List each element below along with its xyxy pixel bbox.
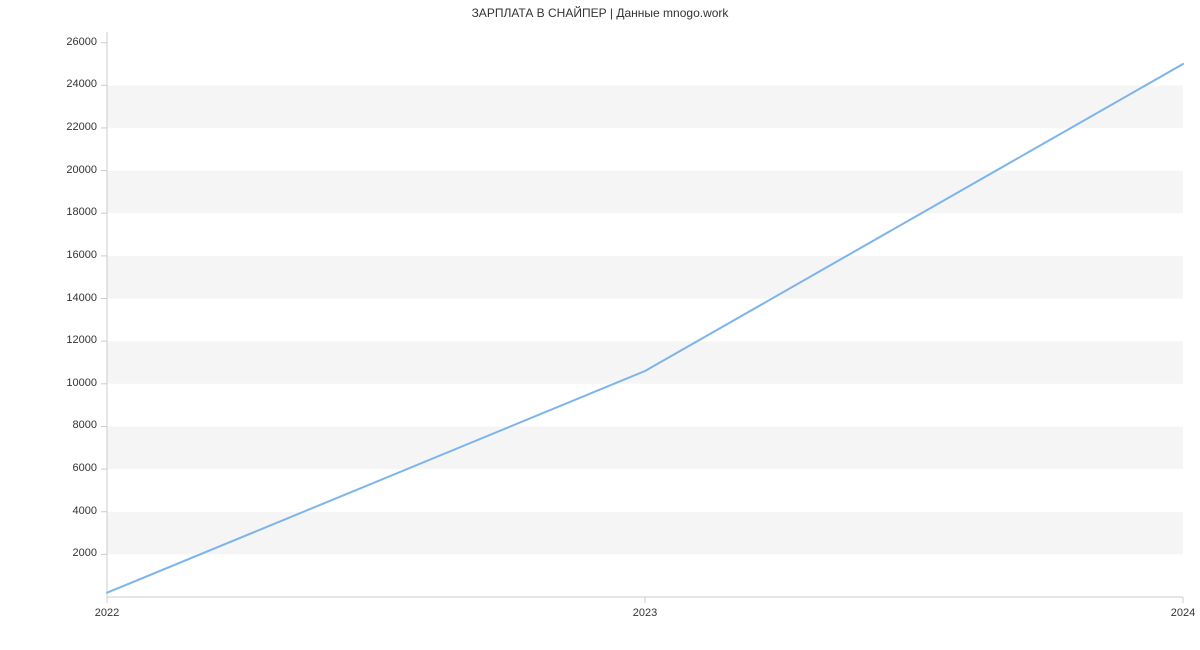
- salary-chart: ЗАРПЛАТА В СНАЙПЕР | Данные mnogo.work 2…: [0, 0, 1200, 650]
- y-tick-label: 16000: [66, 249, 97, 261]
- y-tick-label: 12000: [66, 334, 97, 346]
- y-tick-label: 26000: [66, 36, 97, 48]
- y-tick-label: 4000: [73, 505, 97, 517]
- y-tick-label: 24000: [66, 78, 97, 90]
- y-tick-label: 18000: [66, 206, 97, 218]
- plot-area: [107, 32, 1183, 597]
- x-tick-label: 2022: [95, 607, 119, 619]
- y-tick-label: 2000: [73, 547, 97, 559]
- y-tick-label: 10000: [66, 377, 97, 389]
- x-tick-label: 2023: [633, 607, 657, 619]
- chart-title: ЗАРПЛАТА В СНАЙПЕР | Данные mnogo.work: [0, 6, 1200, 20]
- y-tick-label: 20000: [66, 164, 97, 176]
- y-tick-label: 6000: [73, 462, 97, 474]
- y-tick-label: 14000: [66, 292, 97, 304]
- x-tick-label: 2024: [1171, 607, 1195, 619]
- y-tick-label: 22000: [66, 121, 97, 133]
- y-tick-label: 8000: [73, 419, 97, 431]
